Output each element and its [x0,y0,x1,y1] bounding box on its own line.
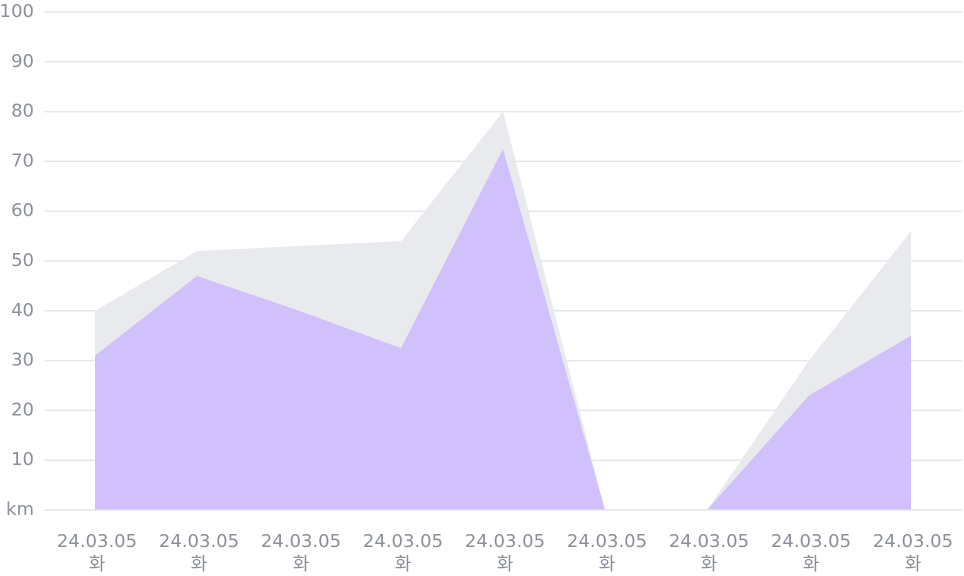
y-tick-label: 70 [11,150,34,171]
x-tick-sublabel: 화 [599,554,616,575]
y-tick-label: km [6,499,34,520]
area [95,148,911,510]
x-tick-label: 24.03.05 [363,531,443,552]
x-tick-sublabel: 화 [293,554,310,575]
y-tick-label: 90 [11,51,34,72]
x-tick-label: 24.03.05 [159,531,239,552]
y-tick-label: 30 [11,350,34,371]
x-tick-label: 24.03.05 [261,531,341,552]
y-tick-label: 40 [11,300,34,321]
x-tick-label: 24.03.05 [567,531,647,552]
x-tick-sublabel: 화 [905,554,922,575]
y-tick-label: 80 [11,101,34,122]
x-tick-sublabel: 화 [497,554,514,575]
x-tick-label: 24.03.05 [669,531,749,552]
x-tick-label: 24.03.05 [57,531,137,552]
y-tick-label: 20 [11,399,34,420]
x-tick-sublabel: 화 [191,554,208,575]
y-tick-label: 60 [11,200,34,221]
y-tick-label: 10 [11,449,34,470]
x-tick-sublabel: 화 [803,554,820,575]
x-tick-sublabel: 화 [701,554,718,575]
x-tick-label: 24.03.05 [771,531,851,552]
x-tick-sublabel: 화 [89,554,106,575]
y-tick-label: 50 [11,250,34,271]
x-tick-sublabel: 화 [395,554,412,575]
y-tick-label: 100 [0,1,34,22]
x-tick-label: 24.03.05 [873,531,953,552]
x-tick-label: 24.03.05 [465,531,545,552]
